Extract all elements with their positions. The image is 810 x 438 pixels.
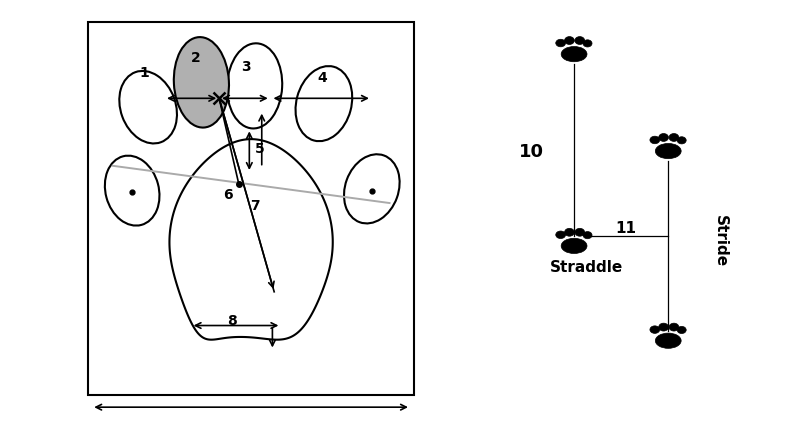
Text: 10: 10 bbox=[519, 143, 544, 161]
Ellipse shape bbox=[561, 47, 587, 63]
Ellipse shape bbox=[561, 239, 587, 254]
Text: 3: 3 bbox=[241, 60, 250, 74]
Ellipse shape bbox=[575, 229, 585, 237]
Ellipse shape bbox=[583, 41, 592, 48]
Ellipse shape bbox=[565, 229, 574, 237]
Polygon shape bbox=[169, 140, 333, 340]
Text: Straddle: Straddle bbox=[550, 260, 623, 275]
Text: 7: 7 bbox=[249, 198, 259, 212]
Ellipse shape bbox=[669, 134, 679, 142]
Ellipse shape bbox=[669, 323, 679, 331]
Ellipse shape bbox=[565, 38, 574, 46]
Ellipse shape bbox=[659, 134, 668, 142]
Text: Stride: Stride bbox=[712, 214, 727, 266]
Ellipse shape bbox=[650, 326, 659, 334]
Text: 5: 5 bbox=[255, 141, 265, 155]
Ellipse shape bbox=[655, 144, 681, 159]
Ellipse shape bbox=[583, 232, 592, 239]
Ellipse shape bbox=[174, 38, 229, 128]
Text: 8: 8 bbox=[227, 314, 237, 328]
Ellipse shape bbox=[556, 232, 565, 239]
Ellipse shape bbox=[677, 138, 686, 145]
Ellipse shape bbox=[227, 44, 282, 129]
Ellipse shape bbox=[677, 327, 686, 334]
Ellipse shape bbox=[296, 67, 352, 142]
Ellipse shape bbox=[119, 72, 177, 144]
Text: 2: 2 bbox=[191, 51, 201, 65]
Ellipse shape bbox=[659, 323, 668, 331]
Ellipse shape bbox=[575, 38, 585, 46]
Text: 6: 6 bbox=[224, 188, 232, 202]
Text: 1: 1 bbox=[139, 66, 150, 80]
Text: 11: 11 bbox=[616, 221, 636, 236]
Ellipse shape bbox=[655, 333, 681, 349]
Ellipse shape bbox=[104, 156, 160, 226]
Ellipse shape bbox=[344, 155, 399, 224]
Ellipse shape bbox=[650, 137, 659, 145]
Text: 4: 4 bbox=[318, 71, 327, 85]
Ellipse shape bbox=[556, 40, 565, 48]
